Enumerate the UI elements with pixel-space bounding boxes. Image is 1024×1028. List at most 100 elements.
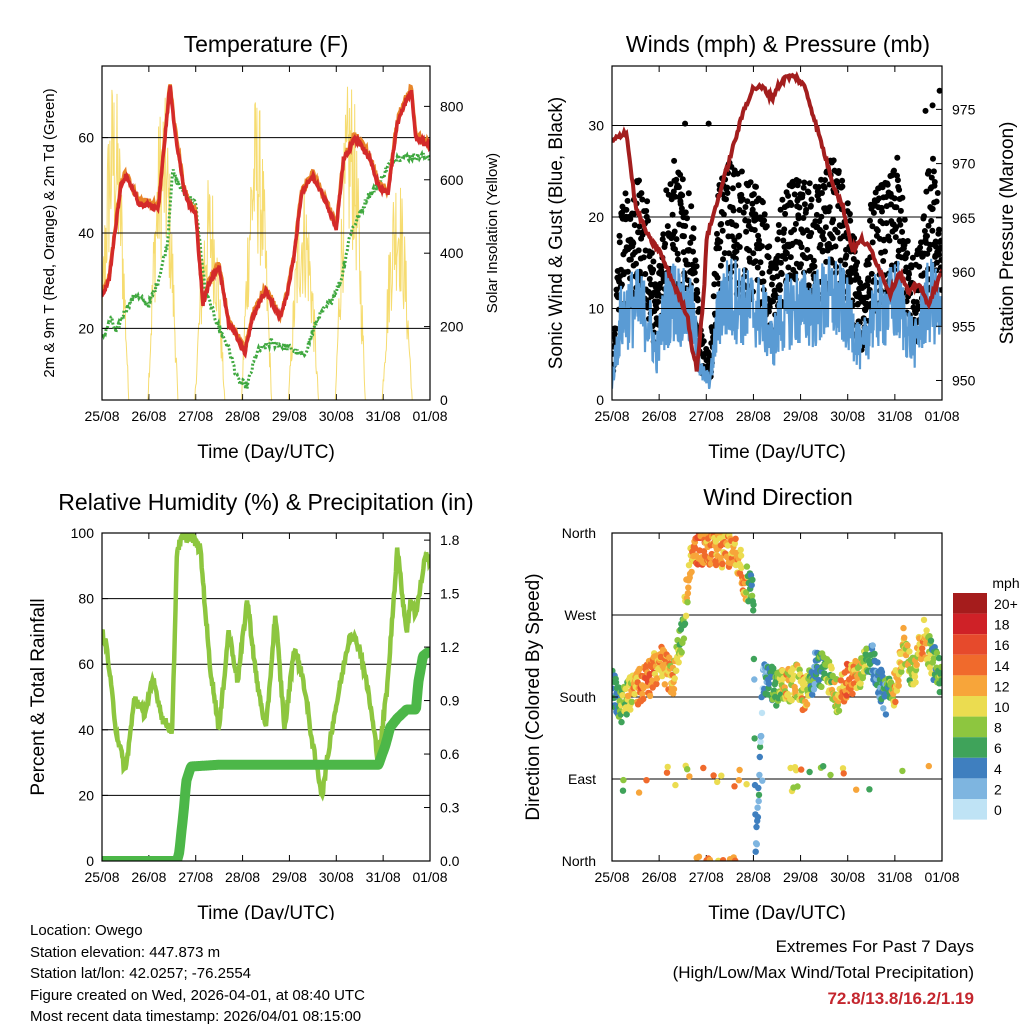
gust-point (807, 254, 814, 260)
gust-point (810, 257, 817, 264)
gust-point (717, 262, 724, 269)
direction-point (912, 679, 919, 686)
gust-point (685, 190, 692, 197)
gust-point (869, 223, 876, 230)
gust-point (837, 257, 844, 264)
gust-point (726, 250, 732, 257)
solar-insolation-line (334, 86, 366, 400)
direction-point (666, 654, 673, 661)
gust-point (894, 154, 901, 161)
gust-point (613, 325, 620, 332)
gust-point (736, 244, 743, 250)
direction-point (737, 546, 744, 554)
direction-point (755, 784, 762, 792)
temperature-ytick-label-r: 200 (440, 319, 464, 335)
direction-point (619, 787, 627, 794)
gust-point (719, 227, 726, 234)
direction-point (810, 686, 818, 693)
gust-point (678, 205, 685, 212)
direction-point (757, 738, 764, 745)
direction-point (923, 627, 930, 634)
gust-point (754, 264, 761, 271)
gust-point (879, 208, 885, 215)
gust-point (749, 206, 756, 213)
direction-point (871, 650, 878, 657)
direction-point (906, 648, 913, 655)
gust-point (839, 183, 846, 190)
gust-point (735, 182, 742, 189)
temperature-chart-xtick-label: 25/08 (84, 408, 119, 424)
direction-point (738, 564, 745, 572)
direction-point (751, 735, 758, 742)
gust-point (731, 237, 738, 244)
gust-point (688, 203, 695, 210)
direction-point (882, 711, 890, 718)
humidity-chart-xtick-label: 26/08 (131, 869, 166, 885)
gust-point (830, 216, 837, 223)
direction-point (724, 542, 732, 549)
gust-point (870, 209, 877, 216)
direction-point (731, 783, 738, 790)
direction-point (688, 568, 695, 576)
gust-point (694, 289, 701, 296)
direction-ytick-label: North (562, 853, 596, 869)
gust-point (692, 257, 699, 264)
gust-point (933, 198, 940, 205)
humidity-ylabel-left: Percent & Total Rainfall (28, 598, 49, 795)
direction-point (828, 665, 835, 672)
direction-border (611, 532, 943, 862)
direction-point (874, 659, 881, 666)
direction-chart-xtick-label: 28/08 (736, 869, 771, 885)
direction-point (750, 607, 757, 614)
direction-point (736, 766, 743, 774)
direction-point (758, 709, 766, 717)
relative-humidity-line (102, 533, 430, 802)
gust-point (808, 196, 815, 203)
gust-point (807, 202, 814, 209)
direction-point (663, 769, 671, 776)
gust-point (690, 225, 697, 232)
direction-point (732, 535, 739, 542)
gust-point (669, 211, 676, 218)
gust-point (730, 207, 737, 214)
legend-label: 2 (994, 781, 1002, 797)
station-info: Location: Owego Station elevation: 447.8… (30, 920, 365, 1028)
gust-point (773, 265, 780, 272)
direction-ytick-label: South (559, 689, 596, 705)
gust-point (821, 184, 828, 191)
gust-point (778, 271, 785, 277)
gust-point (822, 224, 829, 231)
gust-point (799, 191, 806, 198)
gust-point (690, 235, 697, 242)
direction-point (719, 560, 726, 568)
winds-chart: Winds (mph) & Pressure (mb) Time (Day/UTC… (546, 31, 1018, 463)
direction-point (806, 768, 813, 776)
gust-point (855, 300, 861, 307)
temperature-ylabel-left: 2m & 9m T (Red, Orange) & 2m Td (Green) (41, 88, 58, 377)
gust-point (864, 282, 871, 289)
gust-point (881, 236, 888, 243)
direction-point (820, 763, 827, 770)
gust-point (662, 240, 669, 247)
direction-point (714, 778, 721, 786)
direction-point (835, 707, 843, 714)
gust-point (733, 222, 740, 229)
gust-point (743, 228, 750, 235)
gust-point (716, 245, 723, 252)
gust-point (822, 177, 828, 184)
gust-point (751, 227, 758, 233)
direction-point (643, 777, 650, 784)
gust-point (783, 250, 790, 257)
gust-point (800, 215, 807, 221)
humidity-chart-xlabel: Time (Day/UTC) (197, 903, 335, 920)
gust-point (792, 220, 799, 227)
direction-point (843, 692, 850, 699)
gust-point (851, 235, 858, 242)
direction-point (911, 673, 919, 680)
gust-point (899, 194, 906, 201)
gust-point (710, 293, 717, 300)
gust-point (714, 274, 721, 281)
gust-point (926, 246, 933, 253)
direction-point (673, 667, 680, 674)
gust-point (842, 261, 849, 268)
